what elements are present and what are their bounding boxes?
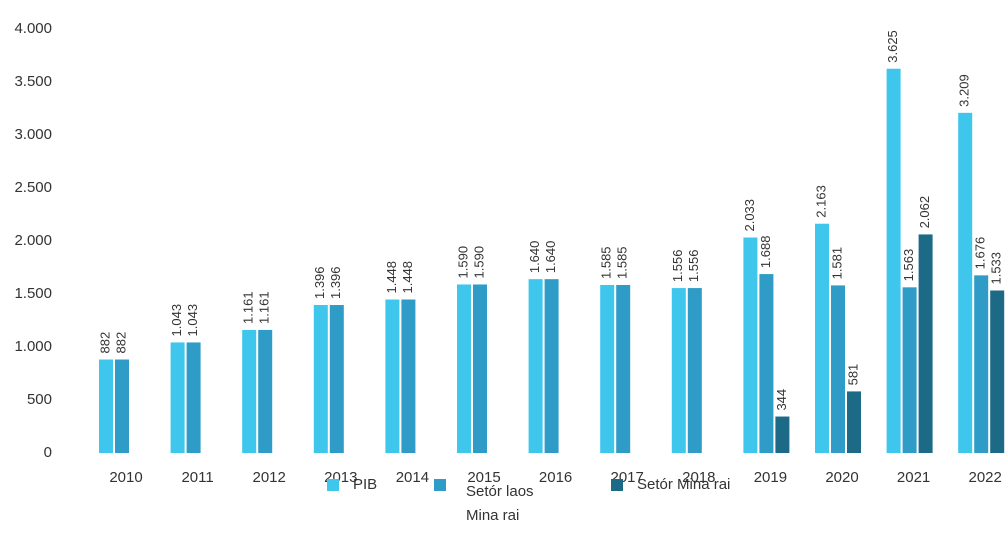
value-label: 581 xyxy=(845,364,860,386)
value-label: 1.581 xyxy=(829,247,844,280)
bar xyxy=(600,284,615,453)
bar xyxy=(990,290,1005,453)
x-tick-label: 2015 xyxy=(467,469,500,486)
bar xyxy=(99,359,113,453)
legend-label: Setór Mina rai xyxy=(637,476,731,493)
bar xyxy=(815,223,829,453)
value-label: 1.563 xyxy=(901,249,916,282)
value-label: 1.043 xyxy=(185,304,200,337)
value-label: 1.556 xyxy=(686,250,701,283)
x-tick-label: 2021 xyxy=(897,469,930,486)
x-tick-label: 2014 xyxy=(396,469,429,486)
bar xyxy=(544,279,559,453)
y-tick-label: 2.500 xyxy=(14,179,52,196)
value-label: 1.590 xyxy=(471,246,486,279)
x-tick-label: 2019 xyxy=(754,469,787,486)
bar xyxy=(457,284,471,453)
x-tick-label: 2020 xyxy=(825,469,858,486)
bar xyxy=(242,329,257,453)
bar xyxy=(186,342,201,453)
value-label: 1.640 xyxy=(527,241,542,274)
value-label: 1.448 xyxy=(384,261,399,294)
value-label: 1.043 xyxy=(169,304,184,337)
bar xyxy=(170,342,185,453)
bar xyxy=(831,285,845,453)
legend-swatch xyxy=(327,479,339,491)
value-label: 1.396 xyxy=(328,266,343,299)
value-label: 882 xyxy=(113,332,128,354)
value-label: 1.585 xyxy=(599,246,614,279)
x-tick-label: 2012 xyxy=(253,469,286,486)
bar xyxy=(902,287,917,453)
bar xyxy=(958,112,973,453)
bar xyxy=(313,305,328,453)
value-label: 1.396 xyxy=(312,266,327,299)
value-label: 2.062 xyxy=(917,196,932,229)
bar xyxy=(775,416,790,453)
y-tick-label: 0 xyxy=(44,444,52,461)
value-label: 1.590 xyxy=(455,246,470,279)
bar xyxy=(616,284,631,453)
y-tick-label: 500 xyxy=(27,391,52,408)
y-tick-label: 3.500 xyxy=(14,73,52,90)
bar xyxy=(115,359,129,453)
y-tick-label: 1.000 xyxy=(14,338,52,355)
bar xyxy=(671,288,686,453)
x-tick-label: 2018 xyxy=(682,469,715,486)
value-label: 1.640 xyxy=(543,241,558,274)
legend-swatch xyxy=(434,479,446,491)
x-tick-label: 2011 xyxy=(181,469,213,486)
legend-label: PIB xyxy=(353,476,378,493)
bar xyxy=(886,68,901,453)
bar xyxy=(759,274,774,453)
bar xyxy=(258,329,273,453)
bar xyxy=(974,275,989,453)
value-label: 344 xyxy=(774,389,789,411)
x-tick-label: 2016 xyxy=(539,469,572,486)
bar xyxy=(329,305,344,453)
y-tick-label: 1.500 xyxy=(14,285,52,302)
y-tick-label: 2.000 xyxy=(14,232,52,249)
bar xyxy=(743,237,758,453)
value-label: 1.448 xyxy=(400,261,415,294)
x-tick-label: 2010 xyxy=(109,469,142,486)
bar xyxy=(918,234,933,453)
value-label: 882 xyxy=(97,332,112,354)
y-tick-label: 4.000 xyxy=(14,20,52,37)
legend-label: Setór laos Mina rai xyxy=(466,483,534,524)
value-label: 1.161 xyxy=(241,291,256,324)
value-label: 2.033 xyxy=(742,199,757,232)
bar xyxy=(473,284,487,453)
value-label: 1.161 xyxy=(257,291,272,324)
bar xyxy=(385,299,400,453)
value-label: 2.163 xyxy=(813,185,828,218)
value-label: 3.625 xyxy=(885,30,900,63)
bar xyxy=(687,288,702,453)
value-label: 3.209 xyxy=(957,74,972,107)
x-tick-label: 2022 xyxy=(969,469,1002,486)
value-label: 1.585 xyxy=(615,246,630,279)
y-tick-label: 3.000 xyxy=(14,126,52,143)
legend-swatch xyxy=(611,479,623,491)
value-label: 1.556 xyxy=(670,250,685,283)
bar xyxy=(847,391,861,453)
bar xyxy=(401,299,416,453)
value-label: 1.533 xyxy=(989,252,1004,285)
value-label: 1.688 xyxy=(758,236,773,269)
bar xyxy=(528,279,543,453)
value-label: 1.676 xyxy=(973,237,988,270)
